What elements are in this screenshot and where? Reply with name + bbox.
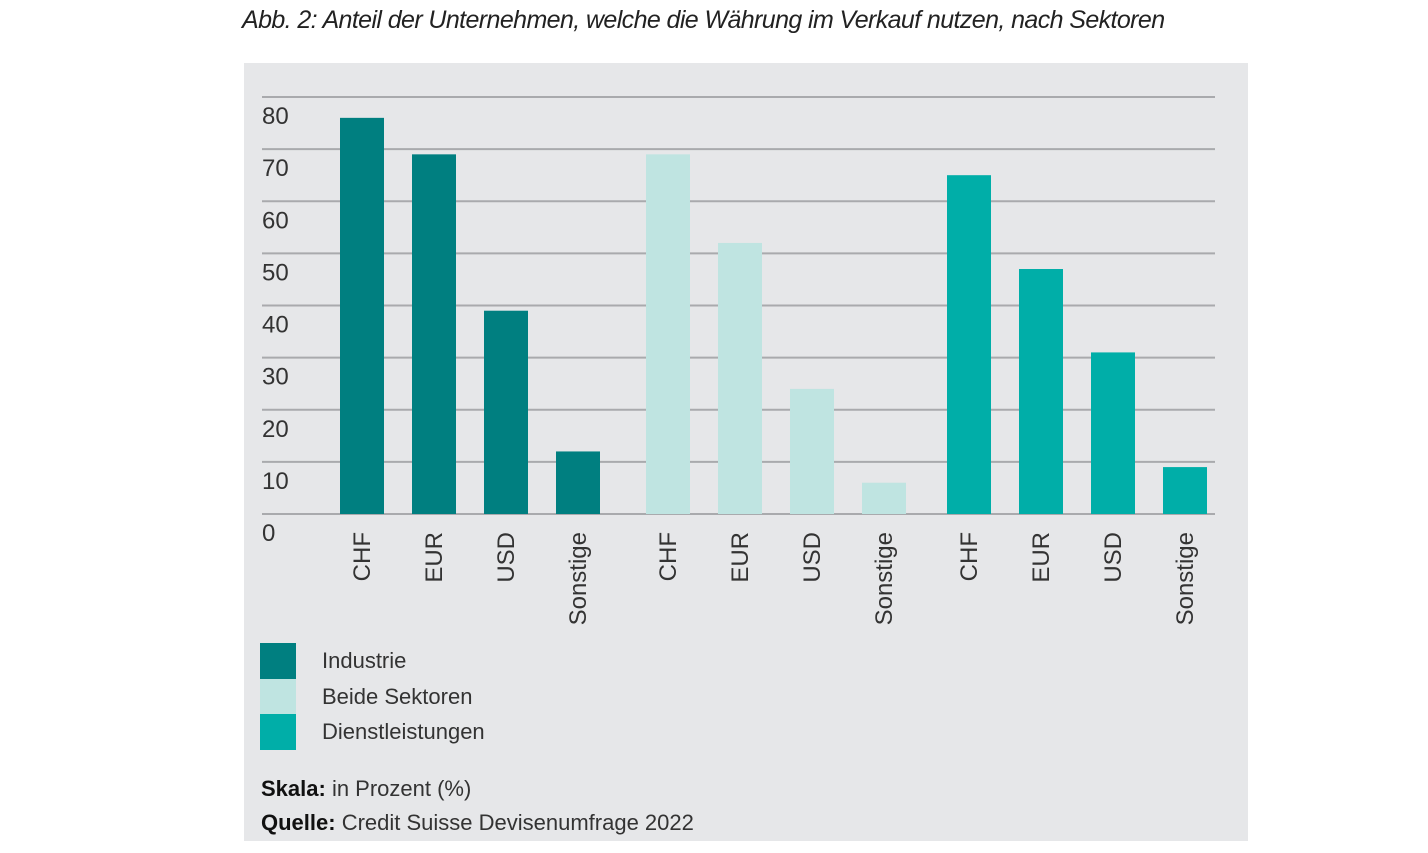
- bar: [556, 451, 600, 514]
- legend-swatch-dienstleistungen: [260, 714, 296, 750]
- x-tick-label: CHF: [956, 532, 983, 581]
- legend-label: Industrie: [322, 648, 407, 673]
- y-tick-label: 20: [262, 416, 289, 443]
- source-note: Quelle: Credit Suisse Devisenumfrage 202…: [261, 806, 694, 840]
- bar: [1091, 352, 1135, 514]
- legend-label: Dienstleistungen: [322, 719, 485, 744]
- x-tick-label: USD: [799, 532, 826, 583]
- legend-swatch-industrie: [260, 643, 296, 679]
- y-tick-label: 40: [262, 312, 289, 339]
- y-axis-ticks: 0 10 20 30 40 50 60 70 80: [262, 103, 289, 547]
- y-tick-label: 0: [262, 520, 275, 547]
- x-tick-label: EUR: [421, 532, 448, 583]
- chart-notes: Skala: in Prozent (%) Quelle: Credit Sui…: [261, 772, 694, 840]
- y-tick-label: 50: [262, 259, 289, 286]
- x-tick-label: EUR: [727, 532, 754, 583]
- y-tick-label: 60: [262, 207, 289, 234]
- y-tick-label: 10: [262, 468, 289, 495]
- scale-label: Skala:: [261, 776, 326, 801]
- bar: [1163, 467, 1207, 514]
- y-tick-label: 30: [262, 364, 289, 391]
- scale-note: Skala: in Prozent (%): [261, 772, 694, 806]
- y-tick-label: 70: [262, 155, 289, 182]
- legend-swatch-beide-sektoren: [260, 678, 296, 714]
- x-tick-label: Sonstige: [565, 532, 592, 625]
- x-tick-label: USD: [1100, 532, 1127, 583]
- bar: [484, 310, 528, 514]
- x-tick-label: Sonstige: [1172, 532, 1199, 625]
- bar: [790, 388, 834, 514]
- source-label: Quelle:: [261, 810, 336, 835]
- x-tick-label: CHF: [349, 532, 376, 581]
- x-tick-label: USD: [493, 532, 520, 583]
- y-tick-label: 80: [262, 103, 289, 130]
- bar: [862, 482, 906, 514]
- bar: [947, 175, 991, 514]
- bars: [340, 117, 1207, 514]
- bar: [340, 117, 384, 514]
- x-tick-label: CHF: [655, 532, 682, 581]
- x-tick-label: EUR: [1028, 532, 1055, 583]
- bar: [646, 154, 690, 514]
- bar: [412, 154, 456, 514]
- legend-label: Beide Sektoren: [322, 683, 473, 709]
- scale-value: in Prozent (%): [325, 776, 472, 801]
- source-value: Credit Suisse Devisenumfrage 2022: [335, 810, 694, 835]
- bar: [1019, 269, 1063, 514]
- x-axis-ticks: CHF EUR USD Sonstige CHF EUR USD Sonstige CHF EUR…: [349, 532, 1199, 625]
- bar: [718, 242, 762, 514]
- x-tick-label: Sonstige: [871, 532, 898, 625]
- chart-title: Abb. 2: Anteil der Unternehmen, welche d…: [242, 6, 1165, 34]
